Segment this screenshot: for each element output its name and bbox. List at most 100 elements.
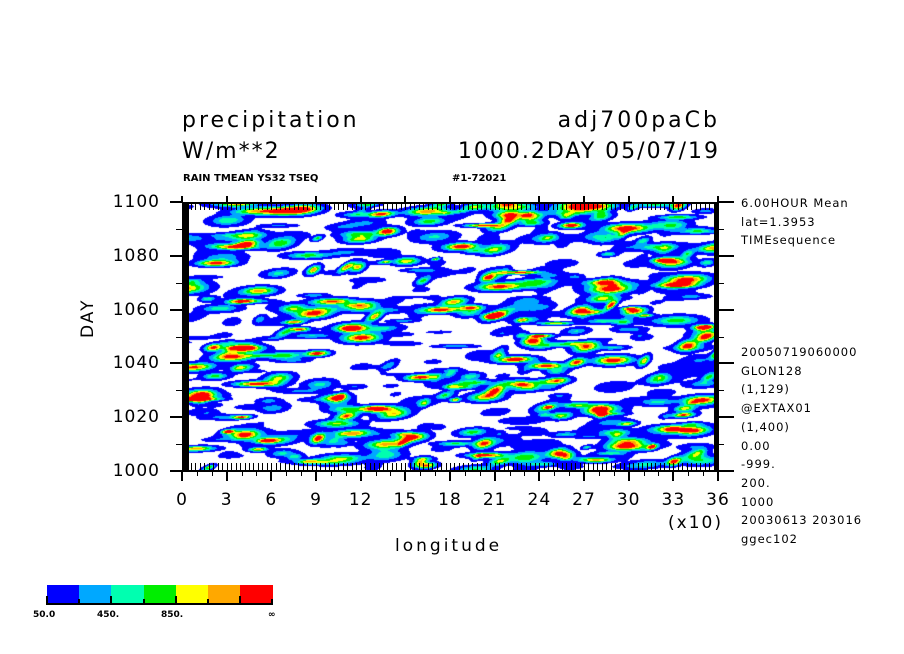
x-minor-tick [588, 463, 590, 471]
side-info-line: 200. [741, 475, 771, 490]
x-minor-tick [472, 463, 474, 471]
x-minor-tick-top [253, 202, 255, 210]
x-tick [449, 471, 451, 481]
x-tick [315, 471, 317, 481]
x-tick [404, 471, 407, 481]
subtitle-left: RAIN TMEAN YS32 TSEQ [183, 173, 319, 184]
x-minor-tick-top [427, 202, 429, 210]
x-mid-tick [703, 471, 705, 476]
x-minor-tick [427, 463, 429, 471]
x-minor-tick [311, 463, 313, 471]
x-mid-tick [375, 471, 377, 476]
x-minor-tick [534, 463, 536, 471]
x-minor-tick-top [575, 202, 577, 210]
x-minor-tick [369, 463, 371, 471]
x-minor-tick [485, 463, 487, 471]
x-tick-label: 27 [572, 490, 596, 510]
title-variable: precipitation [182, 108, 360, 133]
x-minor-tick [517, 463, 518, 471]
x-minor-tick [333, 463, 335, 471]
colorbar-tick [239, 596, 242, 604]
x-minor-tick-top [561, 202, 563, 210]
x-minor-tick [592, 463, 594, 471]
x-minor-tick [633, 463, 635, 471]
x-minor-tick [566, 463, 568, 471]
x-mid-tick [286, 471, 288, 476]
x-minor-tick [601, 463, 603, 471]
x-minor-tick [329, 463, 331, 471]
x-tick-label: 12 [348, 490, 373, 510]
x-minor-tick-top [324, 202, 326, 210]
y-tick-right [718, 201, 734, 203]
x-minor-tick-top [485, 202, 487, 210]
x-tick-label: 33 [661, 490, 686, 510]
x-tick-top [225, 196, 228, 202]
x-tick-label: 21 [482, 490, 507, 510]
x-minor-tick [378, 463, 380, 471]
x-minor-tick-top [530, 202, 532, 210]
colorbar-swatch [47, 585, 80, 605]
side-info-line: GLON128 [741, 363, 803, 378]
x-minor-tick-top [521, 202, 523, 210]
y-minor-tick [176, 336, 182, 338]
x-minor-tick-top [271, 202, 273, 210]
y-tick-right [718, 416, 734, 419]
x-mid-tick [256, 471, 258, 476]
x-minor-tick-top [682, 202, 684, 210]
x-minor-tick-top [360, 202, 362, 210]
x-tick-label: 36 [706, 490, 730, 510]
x-minor-tick [539, 463, 541, 471]
x-minor-tick-top [338, 202, 340, 210]
x-tick-label: 3 [220, 490, 233, 510]
x-mid-tick [345, 471, 347, 476]
x-minor-tick-top [619, 202, 621, 210]
x-minor-tick-top [226, 202, 228, 210]
y-tick-label: 1000 [112, 461, 160, 481]
x-minor-tick-top [508, 202, 510, 210]
x-minor-tick-top [351, 202, 353, 210]
x-minor-tick [222, 463, 224, 471]
x-mid-tick [330, 471, 332, 476]
x-minor-tick [637, 463, 639, 471]
x-minor-tick [530, 463, 532, 471]
x-minor-tick-top [383, 202, 384, 210]
x-minor-tick-top [597, 202, 599, 210]
x-minor-tick [289, 463, 291, 471]
x-minor-tick [503, 463, 505, 471]
x-mid-tick [598, 471, 600, 476]
x-tick-label: 18 [438, 490, 462, 510]
title-experiment: adj700paCb [557, 108, 720, 133]
x-tick-top [181, 196, 183, 202]
side-info-line: (1,400) [741, 419, 790, 434]
x-minor-tick-top [208, 202, 210, 210]
x-minor-tick [262, 463, 264, 471]
x-minor-tick-top [579, 202, 581, 210]
x-minor-tick [271, 463, 273, 471]
x-tick-top [538, 196, 541, 202]
x-mid-tick [509, 471, 511, 476]
x-minor-tick [347, 463, 349, 471]
y-tick-label: 1080 [112, 245, 160, 266]
axis-left [182, 202, 189, 471]
colorbar-swatch [175, 585, 209, 605]
x-minor-tick [450, 463, 451, 471]
x-minor-tick-top [472, 202, 474, 210]
x-minor-tick [668, 463, 670, 471]
x-minor-tick [584, 463, 585, 471]
x-minor-tick [709, 463, 711, 471]
x-minor-tick-top [414, 202, 416, 210]
x-minor-tick [691, 463, 693, 471]
x-minor-tick-top [588, 202, 590, 210]
side-info-line: ggec102 [741, 532, 798, 546]
x-minor-tick [557, 463, 559, 471]
x-tick [672, 471, 675, 481]
x-minor-tick-top [601, 202, 603, 210]
x-minor-tick [646, 463, 648, 471]
colorbar-tick [46, 596, 48, 604]
x-tick-top [270, 196, 273, 202]
x-axis-label: longitude [395, 536, 503, 556]
y-tick-right [718, 470, 734, 472]
x-minor-tick [695, 463, 697, 471]
x-minor-tick-top [566, 202, 568, 210]
x-minor-tick-top [436, 202, 438, 210]
